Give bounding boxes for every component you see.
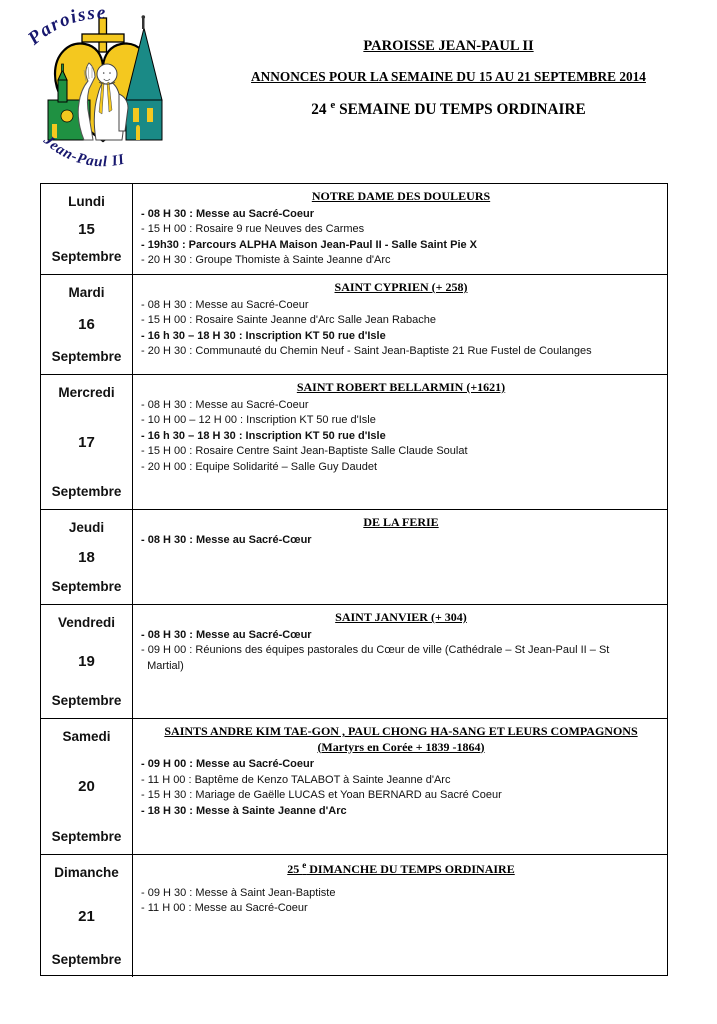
svg-text:Paroisse: Paroisse: [28, 2, 107, 50]
svg-text:Jean-Paul II: Jean-Paul II: [39, 132, 126, 170]
